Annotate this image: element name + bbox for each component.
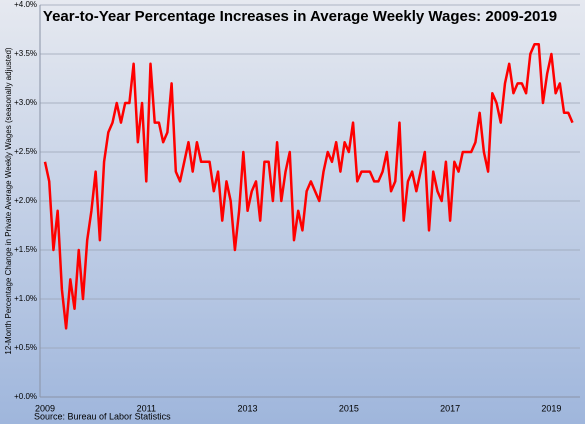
data-line (43, 42, 574, 330)
chart-title: Year-to-Year Percentage Increases in Ave… (43, 8, 557, 25)
y-tick-label: +0.0% (14, 392, 37, 401)
y-tick-label: +0.5% (14, 343, 37, 352)
y-tick-label: +3.0% (14, 98, 37, 107)
y-tick-label: +3.5% (14, 49, 37, 58)
y-axis-label: 12-Month Percentage Change in Private Av… (4, 47, 13, 354)
source: Source: Bureau of Labor Statistics (34, 411, 171, 421)
x-tick-label: 2019 (541, 403, 561, 413)
y-tick-label: +4.0% (14, 0, 37, 9)
x-tick-label: 2017 (440, 403, 460, 413)
x-tick-label: 2009 (35, 403, 55, 413)
x-tick-label: 2011 (137, 403, 156, 413)
y-tick-label: +2.0% (14, 196, 37, 205)
x-tick-label: 2013 (238, 403, 258, 413)
y-tick-label: +1.5% (14, 245, 37, 254)
x-tick-label: 2015 (339, 403, 359, 413)
y-tick-label: +2.5% (14, 147, 37, 156)
y-tick-label: +1.0% (14, 294, 37, 303)
